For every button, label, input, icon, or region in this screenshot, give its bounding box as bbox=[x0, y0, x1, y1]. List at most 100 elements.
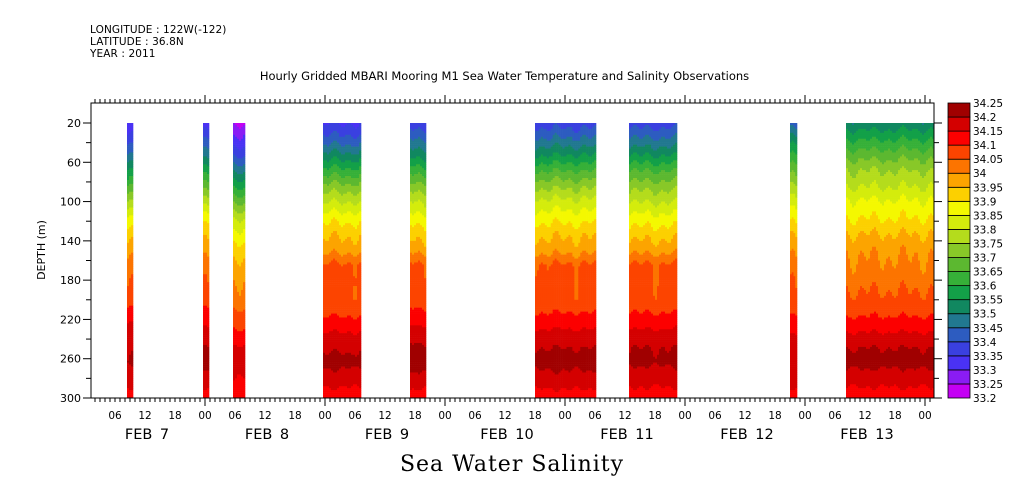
contour-cell bbox=[337, 284, 340, 287]
contour-cell bbox=[235, 394, 238, 397]
contour-cell bbox=[345, 284, 348, 287]
contour-cell bbox=[131, 313, 134, 316]
contour-cell bbox=[418, 178, 421, 181]
contour-cell bbox=[325, 187, 328, 191]
contour-cell bbox=[239, 266, 242, 269]
contour-cell bbox=[357, 144, 360, 147]
contour-cell bbox=[205, 225, 208, 228]
contour-cell bbox=[349, 142, 352, 145]
contour-cell bbox=[335, 358, 338, 361]
contour-cell bbox=[337, 199, 340, 202]
contour-cell bbox=[355, 394, 358, 397]
contour-cell bbox=[339, 185, 342, 189]
contour-cell bbox=[237, 325, 240, 328]
contour-cell bbox=[323, 323, 326, 326]
contour-cell bbox=[323, 333, 326, 336]
contour-cell bbox=[239, 335, 242, 338]
contour-cell bbox=[333, 199, 336, 202]
contour-cell bbox=[235, 295, 238, 299]
contour-cell bbox=[357, 390, 360, 393]
contour-cell bbox=[357, 276, 360, 279]
contour-cell bbox=[357, 309, 360, 312]
contour-cell bbox=[347, 236, 350, 240]
contour-cell bbox=[345, 136, 348, 140]
contour-cell bbox=[343, 280, 346, 283]
contour-cell bbox=[416, 191, 419, 195]
contour-cell bbox=[351, 213, 354, 216]
contour-cell bbox=[129, 193, 132, 196]
contour-cell bbox=[416, 199, 419, 202]
contour-cell bbox=[414, 164, 417, 167]
contour-cell bbox=[357, 201, 360, 204]
contour-cell bbox=[416, 293, 419, 297]
contour-cell bbox=[416, 162, 419, 165]
contour-cell bbox=[239, 183, 242, 187]
contour-cell bbox=[239, 307, 242, 310]
contour-cell bbox=[331, 354, 334, 358]
contour-cell bbox=[410, 217, 413, 220]
contour-cell bbox=[327, 339, 330, 342]
contour-cell bbox=[345, 162, 348, 165]
contour-cell bbox=[337, 164, 340, 167]
contour-cell bbox=[205, 193, 208, 196]
contour-cell bbox=[205, 179, 208, 183]
contour-cell bbox=[327, 396, 330, 399]
contour-cell bbox=[353, 289, 356, 293]
contour-cell bbox=[335, 364, 338, 367]
contour-cell bbox=[241, 209, 244, 212]
contour-cell bbox=[333, 215, 336, 218]
contour-cell bbox=[355, 288, 358, 291]
contour-cell bbox=[414, 189, 417, 193]
contour-cell bbox=[237, 148, 240, 151]
contour-cell bbox=[343, 154, 346, 157]
contour-cell bbox=[131, 195, 134, 198]
contour-cell bbox=[329, 356, 332, 360]
contour-cell bbox=[337, 364, 340, 367]
contour-cell bbox=[349, 350, 352, 354]
contour-cell bbox=[412, 286, 415, 289]
contour-cell bbox=[233, 360, 236, 363]
contour-cell bbox=[347, 142, 350, 145]
contour-cell bbox=[335, 362, 338, 365]
contour-cell bbox=[351, 146, 354, 149]
contour-cell bbox=[337, 311, 340, 314]
contour-cell bbox=[331, 256, 334, 259]
contour-cell bbox=[131, 187, 134, 191]
contour-cell bbox=[207, 217, 210, 220]
contour-cell bbox=[339, 339, 342, 342]
contour-cell bbox=[327, 276, 330, 279]
contour-cell bbox=[129, 248, 132, 251]
contour-cell bbox=[349, 234, 352, 238]
contour-cell bbox=[237, 168, 240, 171]
contour-cell bbox=[349, 346, 352, 350]
contour-cell bbox=[339, 158, 342, 161]
contour-cell bbox=[339, 264, 342, 267]
contour-cell bbox=[337, 321, 340, 324]
contour-cell bbox=[323, 136, 326, 140]
contour-cell bbox=[235, 374, 238, 377]
contour-cell bbox=[337, 317, 340, 320]
contour-cell bbox=[235, 166, 238, 169]
contour-cell bbox=[349, 152, 352, 155]
contour-cell bbox=[203, 197, 206, 200]
contour-cell bbox=[355, 331, 358, 334]
contour-cell bbox=[235, 233, 238, 236]
contour-cell bbox=[329, 211, 332, 214]
contour-cell bbox=[327, 378, 330, 381]
contour-cell bbox=[233, 227, 236, 230]
contour-cell bbox=[129, 207, 132, 210]
contour-cell bbox=[345, 221, 348, 224]
contour-cell bbox=[339, 344, 342, 348]
contour-cell bbox=[337, 262, 340, 265]
contour-cell bbox=[414, 282, 417, 285]
contour-cell bbox=[353, 138, 356, 141]
contour-cell bbox=[357, 366, 360, 369]
contour-cell bbox=[347, 284, 350, 287]
contour-cell bbox=[410, 229, 413, 232]
contour-cell bbox=[335, 354, 338, 358]
contour-cell bbox=[357, 223, 360, 226]
contour-cell bbox=[241, 205, 244, 208]
contour-cell bbox=[339, 162, 342, 165]
contour-cell bbox=[207, 268, 210, 271]
contour-cell bbox=[337, 352, 340, 356]
